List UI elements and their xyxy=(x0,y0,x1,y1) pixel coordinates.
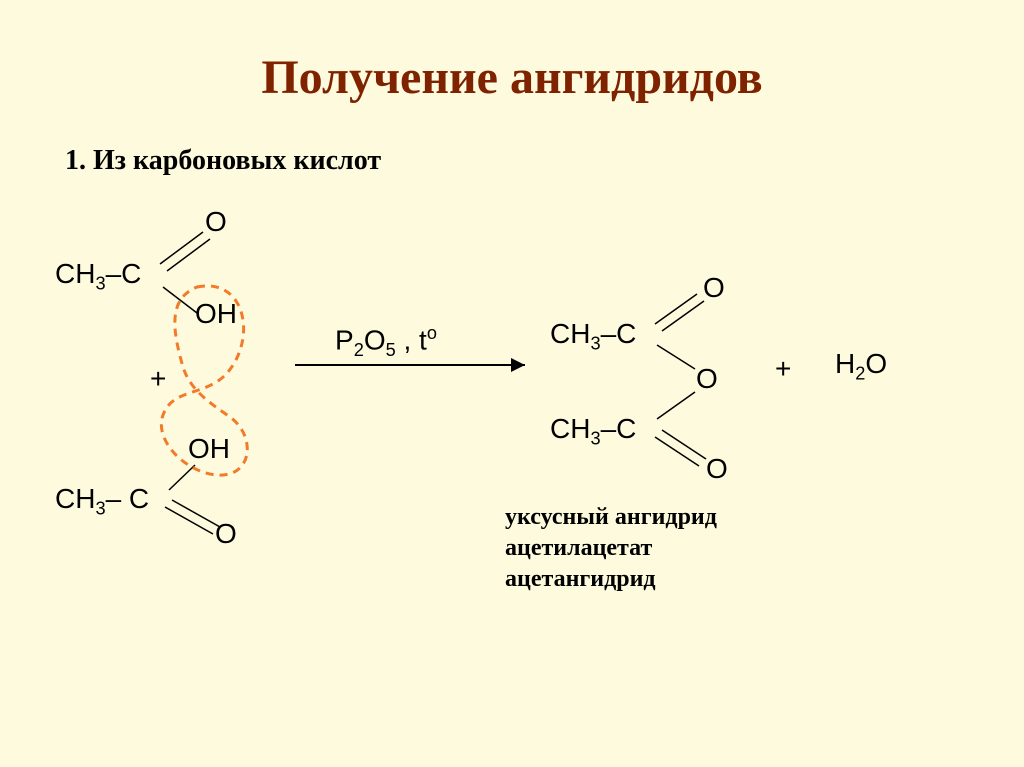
prod-Obridge: O xyxy=(696,362,718,396)
reactant1-Otop: O xyxy=(205,205,227,239)
byp-sub2: 2 xyxy=(855,364,865,384)
p2-dashC: –C xyxy=(601,413,637,444)
reactant2-ch3c: CH3– C xyxy=(55,482,149,520)
product-name-3: ацетангидрид xyxy=(505,564,717,595)
cond-sup: o xyxy=(427,323,437,343)
r1-ch: CH xyxy=(55,258,95,289)
product-names: уксусный ангидрид ацетилацетат ацетангид… xyxy=(505,502,717,596)
product-plus: + xyxy=(775,352,791,386)
p1-sub3: 3 xyxy=(590,334,600,354)
reactant1-OH: OH xyxy=(195,297,237,331)
r2-dashC: – C xyxy=(106,483,150,514)
byproduct-h2o: H2O xyxy=(835,347,887,385)
slide: Получение ангидридов 1. Из карбоновых ки… xyxy=(0,0,1024,767)
r2-ch: CH xyxy=(55,483,95,514)
product-name-2: ацетилацетат xyxy=(505,533,717,564)
reactant2-Obot: O xyxy=(215,517,237,551)
prod-Otop: O xyxy=(703,271,725,305)
r1-dashC: –C xyxy=(106,258,142,289)
r2-sub3: 3 xyxy=(95,499,105,519)
arrow-conditions: P2O5 , to xyxy=(335,323,437,362)
plus-sign: + xyxy=(150,362,166,396)
prod-line2: CH3–C xyxy=(550,412,636,450)
cond-sub2: 5 xyxy=(386,340,396,360)
reaction-diagram: CH3–C O OH + OH CH3– C O xyxy=(55,197,955,597)
prod-line1: CH3–C xyxy=(550,317,636,355)
prod-Obot: O xyxy=(706,452,728,486)
cond-P: P xyxy=(335,324,354,355)
product-name-1: уксусный ангидрид xyxy=(505,502,717,533)
byp-O: O xyxy=(865,348,887,379)
slide-subtitle: 1. Из карбоновых кислот xyxy=(65,145,969,177)
r1-sub3: 3 xyxy=(95,274,105,294)
slide-title: Получение ангидридов xyxy=(55,50,969,105)
p2-ch: CH xyxy=(550,413,590,444)
p1-dashC: –C xyxy=(601,318,637,349)
reactant1-ch3c: CH3–C xyxy=(55,257,141,295)
p1-ch: CH xyxy=(550,318,590,349)
p2-sub3: 3 xyxy=(590,429,600,449)
cond-sub1: 2 xyxy=(354,340,364,360)
byp-H: H xyxy=(835,348,855,379)
cond-sep: , t xyxy=(396,324,427,355)
cond-O: O xyxy=(364,324,386,355)
reactant2-OH: OH xyxy=(188,432,230,466)
